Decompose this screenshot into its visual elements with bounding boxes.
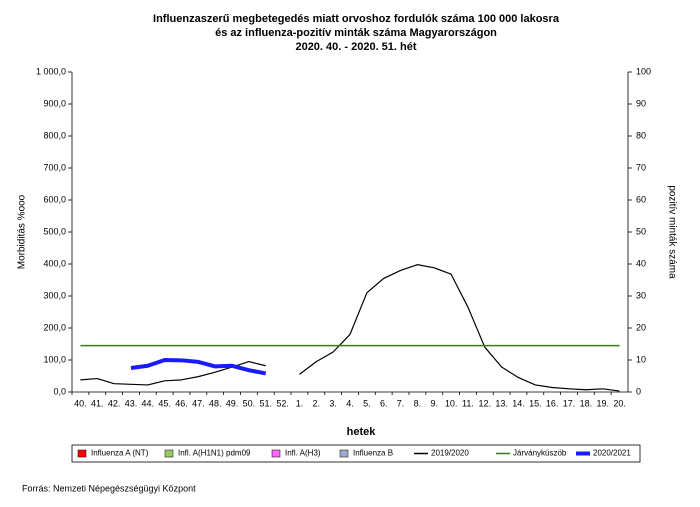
x-tick-label: 47.: [192, 398, 205, 408]
x-tick-label: 50.: [243, 398, 256, 408]
y2-tick-label: 80: [636, 130, 646, 140]
y2-axis-label: pozitív minták száma: [666, 185, 677, 279]
y-tick-label: 500,0: [43, 226, 66, 236]
x-tick-label: 1.: [296, 398, 304, 408]
x-tick-label: 49.: [226, 398, 239, 408]
line-series: [299, 264, 620, 392]
x-tick-label: 16.: [546, 398, 559, 408]
y2-tick-label: 100: [636, 66, 651, 76]
line-series: [130, 358, 267, 376]
source: Forrás: Nemzeti Népegészségügyi Központ: [22, 483, 196, 493]
y2-tick-label: 20: [636, 322, 646, 332]
x-tick-label: 14.: [512, 398, 525, 408]
legend-swatch: [164, 449, 174, 458]
x-tick-label: 20.: [613, 398, 626, 408]
legend-box: [71, 444, 641, 463]
y2-tick-label: 40: [636, 258, 646, 268]
chart-title: Influenzaszerű megbetegedés miatt orvosh…: [153, 13, 560, 25]
x-tick-label: 6.: [380, 398, 388, 408]
x-tick-label: 18.: [580, 398, 593, 408]
x-tick-label: 15.: [529, 398, 542, 408]
y2-tick-label: 30: [636, 290, 646, 300]
x-axis-label: hetek: [347, 426, 377, 438]
legend-label: Infl. A(H1N1) pdm09: [178, 449, 251, 458]
legend-label: Járványküszöb: [513, 449, 567, 458]
x-tick-label: 11.: [462, 398, 474, 408]
x-tick-label: 46.: [175, 398, 188, 408]
x-tick-label: 3.: [329, 398, 337, 408]
x-tick-label: 40.: [74, 398, 87, 408]
y2-tick-label: 0: [636, 386, 641, 396]
x-tick-label: 42.: [108, 398, 121, 408]
x-tick-label: 19.: [596, 398, 609, 408]
legend-swatch: [271, 449, 281, 458]
x-tick-label: 45.: [158, 398, 171, 408]
y-tick-label: 300,0: [43, 290, 66, 300]
legend-label: 2020/2021: [593, 449, 631, 458]
x-tick-label: 44.: [142, 398, 155, 408]
x-tick-label: 5.: [363, 398, 371, 408]
y-tick-label: 200,0: [43, 322, 66, 332]
x-tick-label: 13.: [495, 398, 508, 408]
x-tick-label: 52.: [276, 398, 289, 408]
chart-title: és az influenza-pozitív minták száma Mag…: [215, 27, 497, 39]
x-tick-label: 4.: [346, 398, 354, 408]
legend-label: Influenza B: [353, 449, 393, 458]
x-tick-label: 51.: [259, 398, 272, 408]
x-tick-label: 8.: [414, 398, 422, 408]
y-tick-label: 0,0: [53, 386, 66, 396]
y-tick-label: 400,0: [43, 258, 66, 268]
y-axis-label: Morbiditás %ooo: [17, 194, 28, 269]
x-tick-label: 17.: [563, 398, 576, 408]
y-tick-label: 700,0: [43, 162, 66, 172]
x-tick-label: 41.: [91, 398, 104, 408]
y2-tick-label: 10: [636, 354, 646, 364]
legend-label: Infl. A(H3): [285, 449, 321, 458]
y-tick-label: 900,0: [43, 98, 66, 108]
legend-swatch: [77, 449, 87, 458]
y-tick-label: 1 000,0: [36, 66, 66, 76]
y2-tick-label: 60: [636, 194, 646, 204]
x-tick-label: 10.: [445, 398, 458, 408]
y-tick-label: 100,0: [43, 354, 66, 364]
y2-tick-label: 50: [636, 226, 646, 236]
x-tick-label: 9.: [430, 398, 438, 408]
x-tick-label: 48.: [209, 398, 222, 408]
y2-tick-label: 90: [636, 98, 646, 108]
x-tick-label: 43.: [125, 398, 138, 408]
legend-label: 2019/2020: [431, 449, 469, 458]
y-tick-label: 800,0: [43, 130, 66, 140]
legend-swatch: [339, 449, 349, 458]
legend-label: Influenza A (NT): [91, 449, 149, 458]
x-tick-label: 12.: [479, 398, 492, 408]
x-tick-label: 2.: [313, 398, 321, 408]
x-tick-label: 7.: [397, 398, 405, 408]
chart-title: 2020. 40. - 2020. 51. hét: [295, 41, 416, 53]
y2-tick-label: 70: [636, 162, 646, 172]
y-tick-label: 600,0: [43, 194, 66, 204]
